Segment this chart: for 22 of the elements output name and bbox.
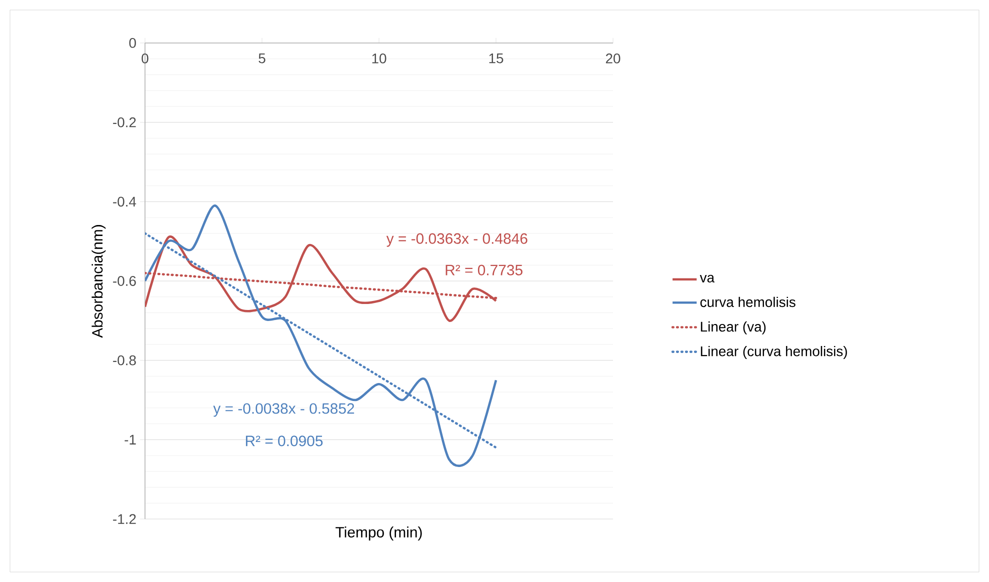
y-tick-label: -1 [124,434,136,444]
y-tick-label: -0.2 [113,117,136,128]
x-tick-label: 10 [372,54,386,64]
legend-label: va [700,274,715,282]
annotation: R² = 0.7735 [446,264,522,276]
x-tick-label: 15 [489,54,504,64]
x-axis-title: Tiempo (min) [336,526,422,540]
annotation: y = -0.0363x - 0.4846 [386,233,528,247]
y-tick-label: -1.2 [113,514,136,524]
y-tick-label: -0.4 [113,196,136,207]
legend-label: Linear (va) [700,321,766,334]
annotation: y = -0.0038x - 0.5852 [213,403,354,417]
x-tick-label: 0 [142,54,148,64]
legend-label: Linear (curva hemolisis) [700,346,847,359]
annotation: R² = 0.0905 [246,436,323,446]
y-tick-label: 0 [129,38,136,48]
y-axis-title: Absorbancia(nm) [92,225,106,338]
y-tick-label: -0.8 [113,355,136,366]
x-tick-label: 20 [606,54,620,64]
y-tick-label: -0.6 [113,276,136,286]
legend-label: curva hemolisis [700,296,796,308]
x-tick-label: 5 [258,54,266,64]
